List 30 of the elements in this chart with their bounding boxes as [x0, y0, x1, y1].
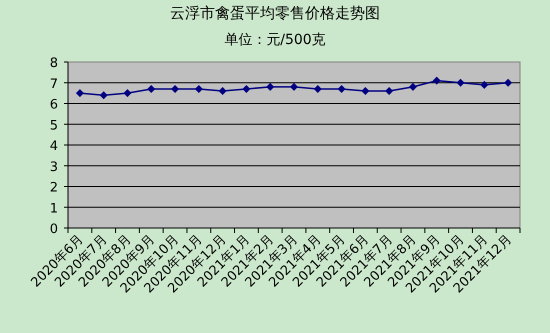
chart-title: 云浮市禽蛋平均零售价格走势图 — [170, 4, 380, 22]
point — [504, 78, 512, 87]
point — [480, 80, 488, 89]
point — [432, 76, 441, 85]
point — [100, 91, 108, 100]
point — [147, 84, 156, 93]
y-tick-label: 3 — [50, 160, 58, 175]
point — [218, 87, 227, 96]
chart-subtitle: 单位：元/500克 — [224, 32, 326, 48]
y-tick-label: 6 — [50, 98, 58, 112]
point — [361, 87, 370, 96]
point — [194, 84, 203, 93]
point — [385, 87, 394, 96]
point — [171, 84, 180, 93]
point — [242, 84, 250, 93]
y-tick-label: 0 — [50, 222, 58, 237]
point — [76, 89, 84, 98]
point — [266, 82, 274, 91]
y-tick-label: 4 — [50, 139, 58, 154]
y-tick-label: 8 — [50, 56, 58, 71]
y-tick-label: 2 — [50, 180, 58, 196]
y-tick-label: 5 — [50, 118, 58, 134]
point — [123, 89, 132, 98]
point — [314, 84, 322, 93]
point — [290, 82, 298, 91]
y-tick-label: 7 — [50, 76, 58, 92]
point — [456, 78, 465, 87]
y-tick-label: 1 — [50, 201, 58, 216]
point — [408, 82, 417, 91]
point — [338, 84, 346, 93]
